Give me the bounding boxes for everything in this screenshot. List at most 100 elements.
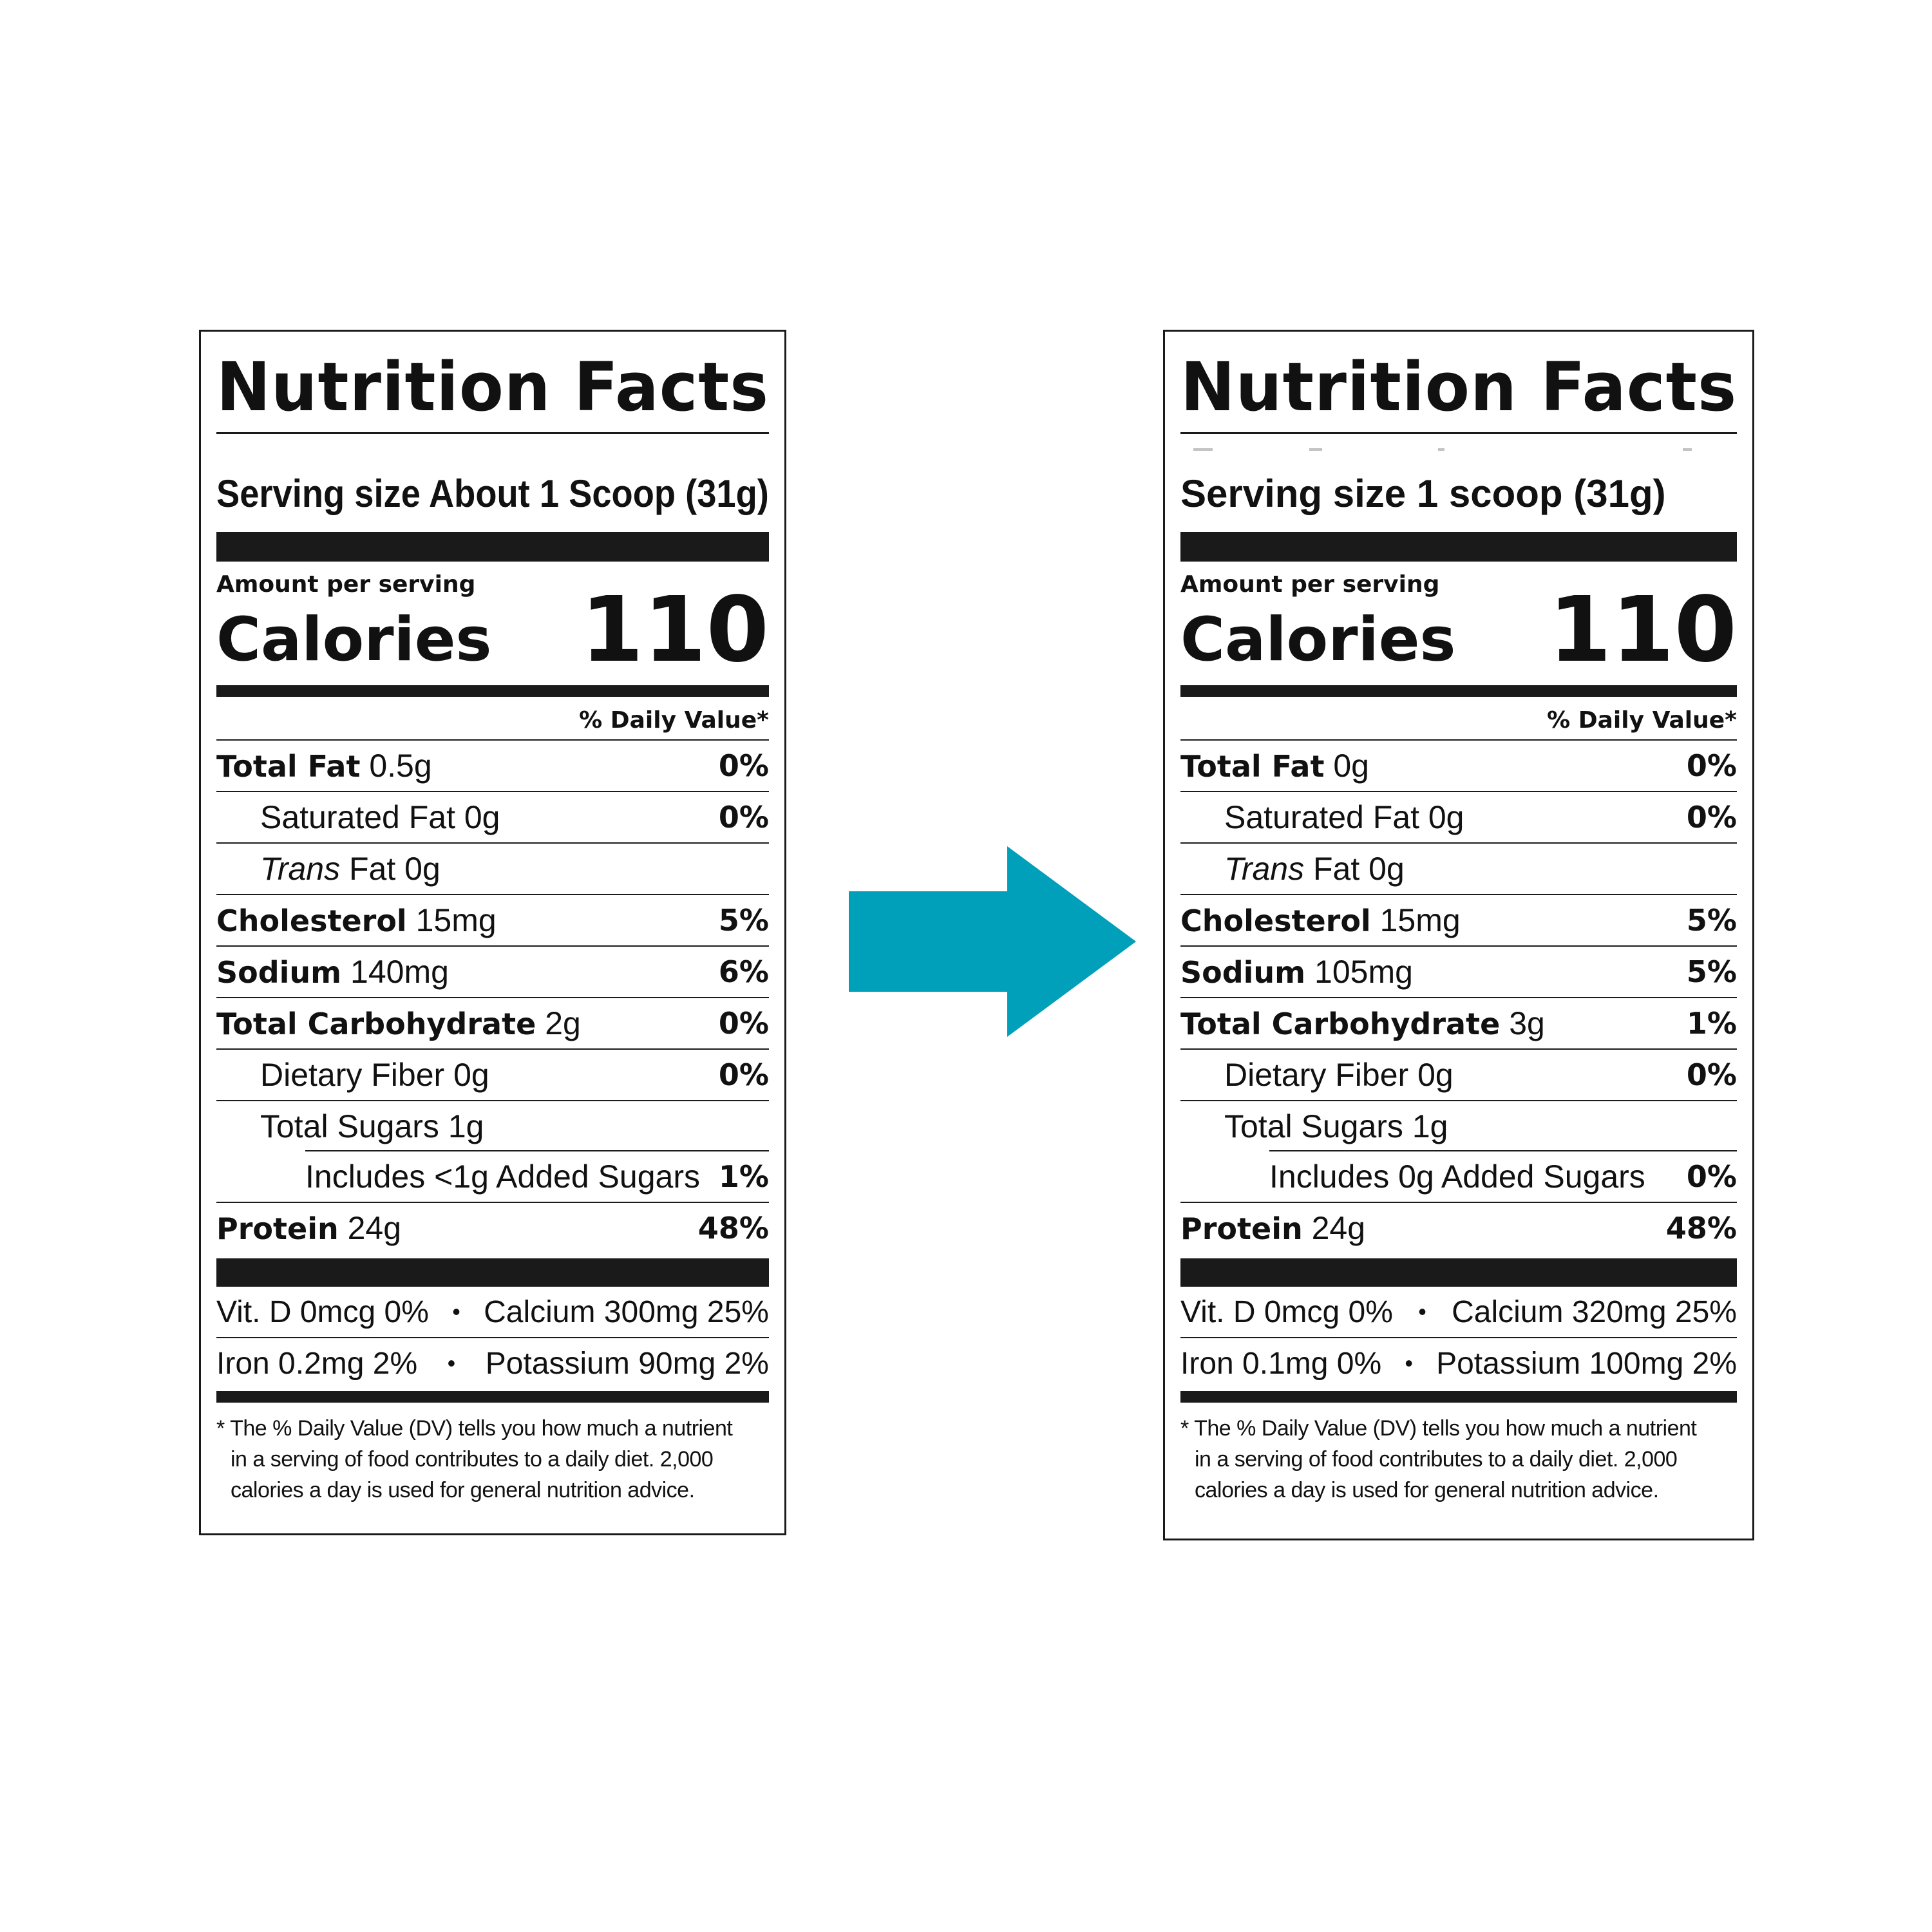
nutrient-row-protein: Protein 24g 48% (216, 1203, 769, 1253)
vitamin-left: Iron 0.2mg 2% (216, 1346, 418, 1381)
footnote-line: calories a day is used for general nutri… (1195, 1478, 1659, 1502)
nutrient-amount: 0g (464, 799, 500, 835)
nutrient-row-added-sugars: Includes 0g Added Sugars 0% (1180, 1151, 1737, 1203)
nutrient-amount: 0.5g (369, 748, 432, 784)
nutrient-pct: 0% (1686, 1159, 1737, 1194)
nutrient-name: Saturated Fat (260, 799, 455, 835)
nutrient-amount: Fat 0g (1313, 851, 1405, 887)
nutrient-row-dietary-fiber: Dietary Fiber 0g 0% (1180, 1050, 1737, 1101)
nutrient-amount: 15mg (415, 902, 497, 938)
nutrient-name: Includes (305, 1159, 426, 1195)
calories-row: Calories 110 (216, 585, 769, 676)
footnote-line: calories a day is used for general nutri… (231, 1478, 695, 1502)
nutrient-row-cholesterol: Cholesterol 15mg 5% (1180, 895, 1737, 947)
nutrient-pct: 0% (718, 748, 769, 783)
divider (1180, 432, 1737, 434)
nutrient-pct: 48% (697, 1211, 769, 1245)
arrow-shape (849, 846, 1136, 1037)
footnote-line: * The % Daily Value (DV) tells you how m… (1180, 1416, 1697, 1441)
nutrient-row-total-fat: Total Fat 0g 0% (1180, 741, 1737, 792)
nutrient-pct: 0% (1686, 800, 1737, 835)
vitamin-right: Potassium 90mg 2% (485, 1346, 769, 1381)
nutrition-label-after: Nutrition Facts Serving size 1 scoop (31… (1163, 330, 1754, 1540)
nutrient-amount: 0g (1428, 799, 1464, 835)
nutrient-row-protein: Protein 24g 48% (1180, 1203, 1737, 1253)
nutrient-pct: 6% (718, 954, 769, 989)
nutrient-name: Protein (216, 1211, 339, 1246)
serving-size: Serving size 1 scoop (31g) (1180, 472, 1666, 515)
calories-label: Calories (216, 605, 492, 675)
footnote-line: in a serving of food contributes to a da… (231, 1447, 714, 1472)
nutrient-pct: 48% (1665, 1211, 1737, 1245)
nutrient-pct: 1% (1686, 1006, 1737, 1041)
nutrient-amount: 0g Added Sugars (1398, 1159, 1645, 1195)
nutrition-label-before: Nutrition Facts Serving size About 1 Sco… (199, 330, 786, 1535)
nutrient-row-sodium: Sodium 140mg 6% (216, 947, 769, 998)
nutrient-pct: 0% (1686, 1057, 1737, 1092)
nutrient-name: Cholesterol (216, 904, 407, 938)
nutrient-amount: 0g (453, 1057, 489, 1093)
serving-size: Serving size About 1 Scoop (31g) (216, 472, 769, 515)
nutrient-name: Includes (1269, 1159, 1390, 1195)
nutrient-row-sodium: Sodium 105mg 5% (1180, 947, 1737, 998)
nutrient-amount: 140mg (350, 954, 449, 990)
nutrient-pct: 1% (718, 1159, 769, 1194)
nutrient-name: Total Sugars (1224, 1108, 1403, 1144)
nutrient-name: Trans (1224, 851, 1305, 887)
nutrient-row-added-sugars: Includes <1g Added Sugars 1% (216, 1151, 769, 1203)
thick-divider (1180, 1258, 1737, 1287)
daily-value-footnote: * The % Daily Value (DV) tells you how m… (216, 1413, 769, 1506)
nutrient-name: Sodium (1180, 955, 1306, 990)
vitamin-left: Vit. D 0mcg 0% (216, 1294, 429, 1329)
servings-spacer (216, 434, 769, 466)
bullet-icon: • (452, 1298, 460, 1325)
nutrient-name: Dietary Fiber (1224, 1057, 1409, 1093)
nutrient-amount: 105mg (1314, 954, 1413, 990)
amount-per-serving: Amount per serving (1180, 571, 1440, 598)
bullet-icon: • (447, 1350, 456, 1376)
vitamin-row: Vit. D 0mcg 0% • Calcium 300mg 25% (216, 1287, 769, 1338)
nutrient-row-total-fat: Total Fat 0.5g 0% (216, 741, 769, 792)
nutrient-amount: 0g (1333, 748, 1369, 784)
medium-divider (1180, 685, 1737, 697)
nutrient-pct: 0% (718, 800, 769, 835)
nutrient-pct: 0% (1686, 748, 1737, 783)
nutrient-amount: 0g (1417, 1057, 1454, 1093)
nutrient-amount: 1g (1412, 1108, 1448, 1144)
nutrient-name: Total Carbohydrate (1180, 1007, 1501, 1041)
nutrient-row-dietary-fiber: Dietary Fiber 0g 0% (216, 1050, 769, 1101)
nutrient-amount: 3g (1509, 1005, 1545, 1041)
medium-divider (1180, 1391, 1737, 1403)
nutrient-name: Total Sugars (260, 1108, 439, 1144)
nutrient-row-saturated-fat: Saturated Fat 0g 0% (1180, 792, 1737, 844)
nutrient-pct: 0% (718, 1006, 769, 1041)
bullet-icon: • (1418, 1298, 1426, 1325)
nutrient-row-saturated-fat: Saturated Fat 0g 0% (216, 792, 769, 844)
calories-row: Calories 110 (1180, 585, 1737, 676)
nutrient-amount: 1g (448, 1108, 484, 1144)
nutrient-name: Saturated Fat (1224, 799, 1419, 835)
thick-divider (1180, 532, 1737, 562)
vitamin-right: Potassium 100mg 2% (1436, 1346, 1737, 1381)
nutrient-row-trans-fat: Trans Fat 0g (216, 844, 769, 895)
medium-divider (216, 1391, 769, 1403)
nutrient-pct: 0% (718, 1057, 769, 1092)
vitamin-left: Iron 0.1mg 0% (1180, 1346, 1382, 1381)
divider (216, 432, 769, 434)
nutrient-amount: 24g (1311, 1210, 1366, 1246)
nutrient-amount: 24g (347, 1210, 402, 1246)
nutrient-name: Dietary Fiber (260, 1057, 445, 1093)
vitamin-row: Iron 0.2mg 2% • Potassium 90mg 2% (216, 1338, 769, 1388)
nutrient-name: Protein (1180, 1211, 1303, 1246)
nutrient-row-total-carbohydrate: Total Carbohydrate 2g 0% (216, 998, 769, 1050)
nutrient-pct: 5% (1686, 954, 1737, 989)
nutrient-row-total-carbohydrate: Total Carbohydrate 3g 1% (1180, 998, 1737, 1050)
vitamin-right: Calcium 320mg 25% (1452, 1294, 1737, 1329)
nutrient-name: Total Fat (1180, 749, 1325, 784)
nutrient-name: Sodium (216, 955, 342, 990)
label-title: Nutrition Facts (1180, 348, 1738, 426)
nutrient-amount: Fat 0g (349, 851, 440, 887)
nutrient-pct: 5% (718, 903, 769, 938)
arrow-right-icon (849, 846, 1136, 1037)
nutrient-name: Cholesterol (1180, 904, 1371, 938)
